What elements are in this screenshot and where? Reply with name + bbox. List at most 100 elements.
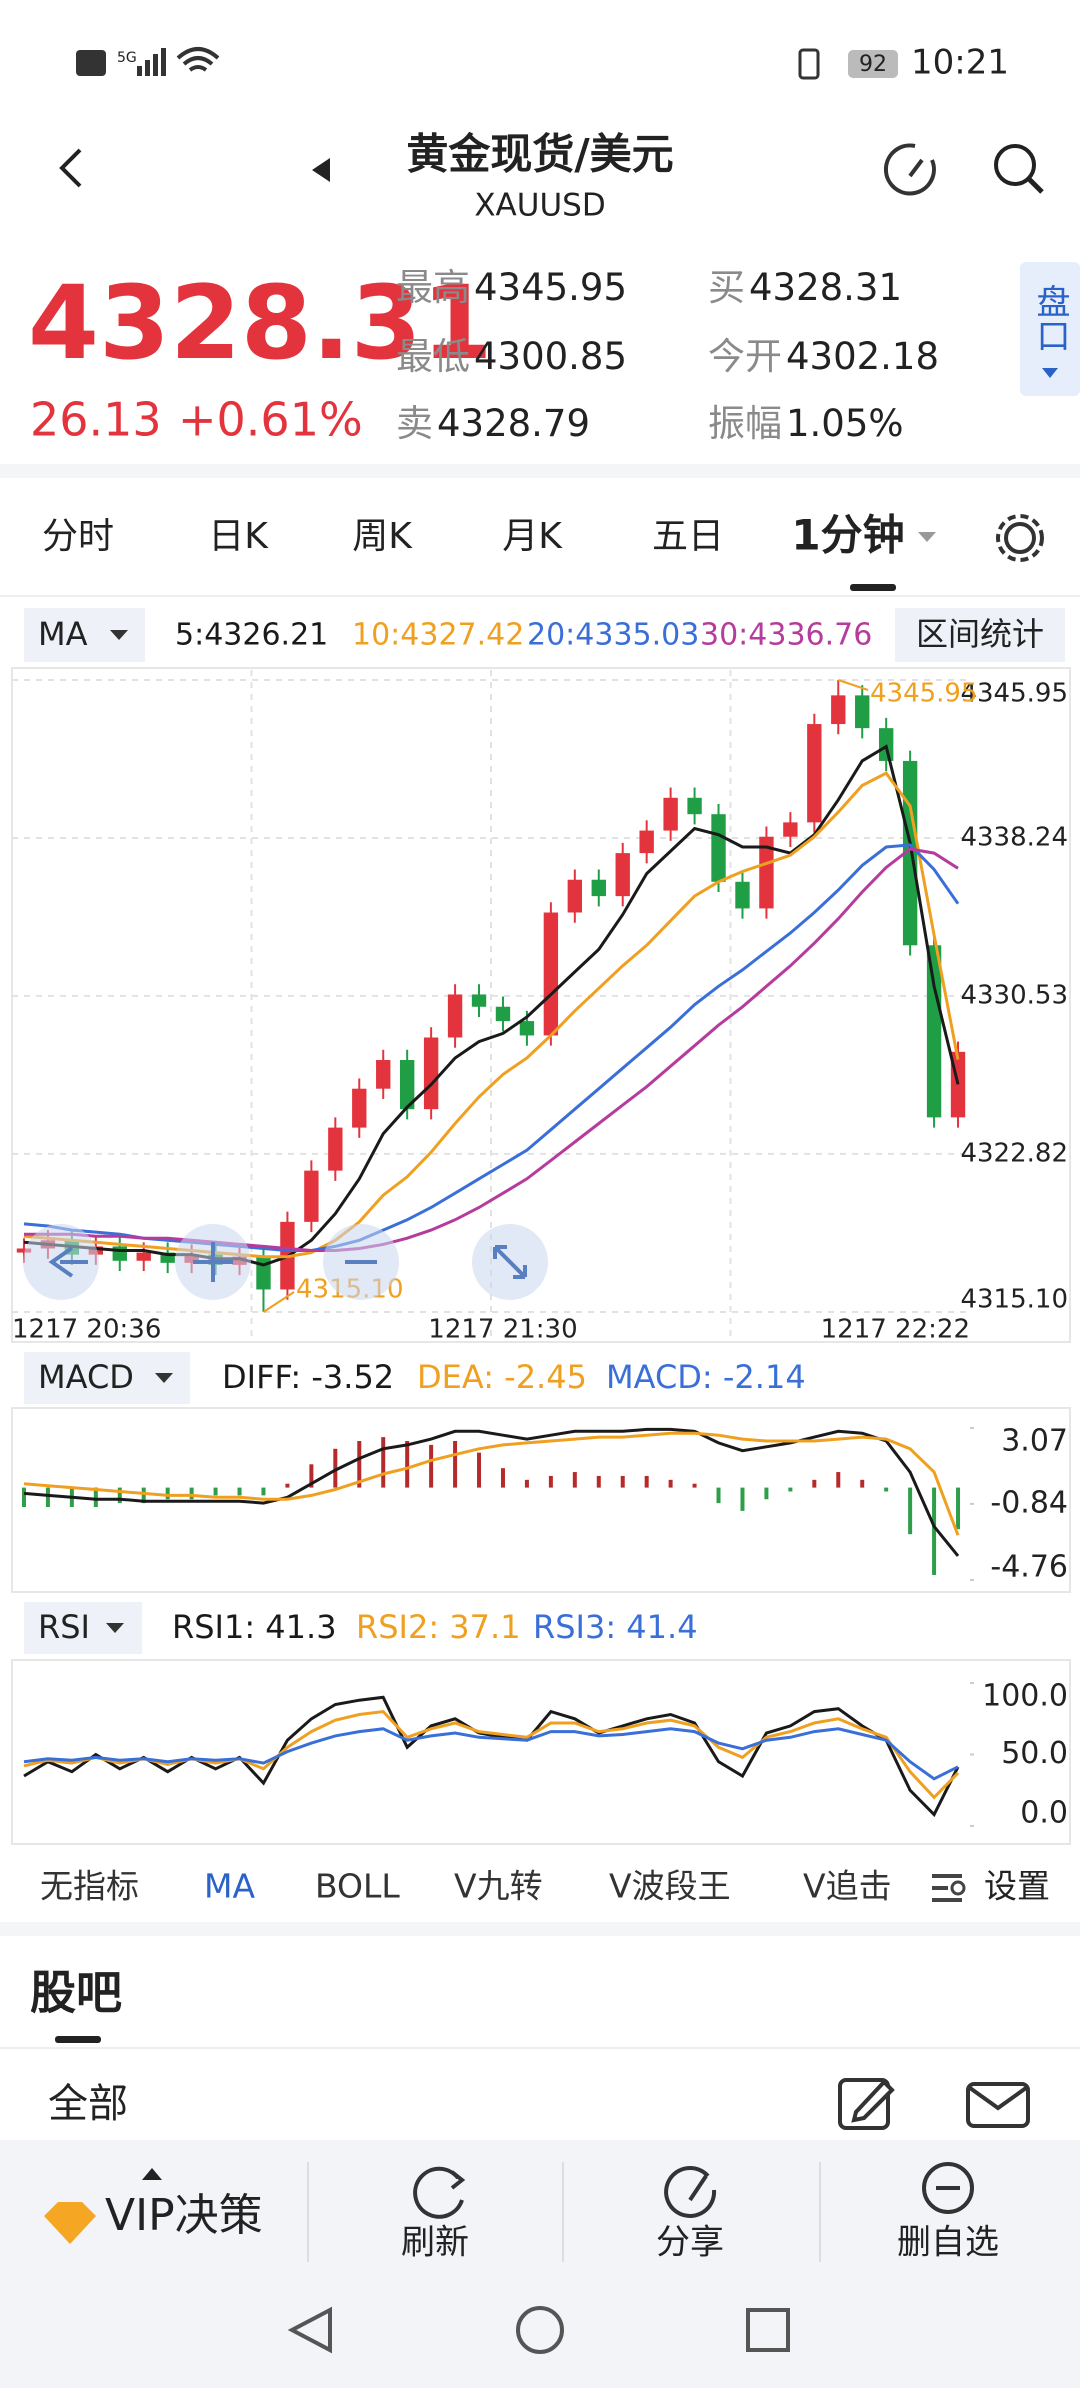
macd-bar <box>309 1464 314 1488</box>
period-tab[interactable]: 日K <box>208 516 269 557</box>
y-tick-label: 4322.82 <box>960 1138 1068 1168</box>
ma-dropdown[interactable] <box>24 608 145 662</box>
candle-body <box>687 797 702 815</box>
series-line <box>24 847 959 1252</box>
depth-button[interactable] <box>1020 262 1080 396</box>
forum-title[interactable]: 股吧 <box>30 1966 122 2020</box>
legend-entry: RSI1: 41.3 <box>172 1608 337 1646</box>
remove-icon <box>922 2162 974 2214</box>
macd-bar <box>788 1487 793 1492</box>
legend-entry: DEA: -2.45 <box>417 1358 587 1396</box>
bottom-action[interactable]: 删自选 <box>897 2223 999 2263</box>
chart: 3.07 -0.84 -4.76 DIFF: -3.52 DEA: -2.45 MACD:… <box>21 1358 1068 1585</box>
y-tick-label: 50.0 <box>1001 1736 1068 1771</box>
range-stats-button[interactable] <box>895 608 1065 662</box>
macd-bar <box>524 1479 529 1488</box>
rsi-dropdown[interactable] <box>24 1602 142 1654</box>
settings-label[interactable]: 设置 <box>984 1867 1050 1906</box>
legend-entry: DIFF: -3.52 <box>222 1358 394 1396</box>
forum-filter[interactable]: 全部 <box>48 2081 128 2127</box>
indicator-tab[interactable]: BOLL <box>315 1867 400 1906</box>
macd-bar <box>908 1487 913 1535</box>
compose-button[interactable] <box>838 2078 895 2130</box>
signal-icon <box>137 48 166 76</box>
macd-bar <box>644 1475 649 1488</box>
macd-bar <box>141 1487 146 1504</box>
y-tick-label: 3.07 <box>1001 1424 1068 1459</box>
prev-symbol[interactable] <box>312 158 330 182</box>
indicator-tab[interactable]: V九转 <box>454 1867 543 1906</box>
y-tick-label: 100.0 <box>982 1679 1068 1714</box>
candle-body <box>759 836 774 909</box>
refresh-icon <box>413 2166 466 2219</box>
period-tab[interactable]: 周K <box>352 516 413 557</box>
candle-body <box>160 1252 175 1263</box>
tool-icon <box>493 1245 527 1279</box>
settings-icon[interactable] <box>932 1874 966 1902</box>
period-tab[interactable]: 1分钟 <box>791 511 904 560</box>
caret <box>155 1373 173 1383</box>
period-tab[interactable]: 月K <box>502 516 563 557</box>
stat: 最高 4345.95 <box>396 266 627 309</box>
indicator-tab[interactable]: V追击 <box>803 1867 892 1906</box>
price-change-pct: +0.61% <box>178 393 363 447</box>
chart-settings[interactable] <box>996 514 1044 562</box>
stat-value: 4328.31 <box>749 266 902 309</box>
series-line <box>23 1427 960 1557</box>
candle-body <box>783 822 798 837</box>
refresh-button[interactable] <box>883 143 936 196</box>
battery-icon <box>848 50 898 78</box>
stat: 今开 4302.18 <box>708 335 939 378</box>
depth-label[interactable]: 盘口 <box>1030 284 1070 352</box>
macd-bar <box>596 1475 601 1488</box>
caret <box>110 630 128 640</box>
indicator-tab[interactable]: 无指标 <box>40 1867 139 1906</box>
nav-back[interactable] <box>287 2306 332 2354</box>
macd-bar <box>884 1487 889 1492</box>
macd-bar <box>117 1487 122 1504</box>
candle-body <box>376 1060 391 1089</box>
period-tab[interactable]: 五日 <box>652 516 724 557</box>
series-line <box>23 1695 960 1818</box>
macd-bar <box>477 1452 482 1488</box>
series-line <box>23 1710 960 1800</box>
low-leader <box>262 1291 295 1313</box>
macd-bar <box>45 1487 50 1508</box>
ma-indicator[interactable]: MA <box>38 615 88 653</box>
macd-bar <box>261 1487 266 1496</box>
range-stats[interactable]: 区间统计 <box>916 615 1044 653</box>
indicator-tab[interactable]: MA <box>204 1867 255 1906</box>
back-button[interactable] <box>59 148 82 188</box>
series-line <box>23 843 960 1252</box>
period-tab[interactable]: 分时 <box>42 516 114 557</box>
y-tick-label: 4330.53 <box>960 980 1068 1010</box>
bottom-action[interactable]: VIP决策 <box>105 2190 263 2241</box>
macd-bar <box>93 1487 98 1508</box>
period-tabs: 分时 日K 周K 月K 五日 1分钟 <box>42 511 936 591</box>
battery-level: 92 <box>859 52 887 77</box>
macd-bar <box>812 1479 817 1488</box>
search-button[interactable] <box>994 144 1044 194</box>
legend-entry: 30:4336.76 <box>700 618 872 653</box>
nav-recent[interactable] <box>746 2308 790 2352</box>
candle-body <box>831 695 846 725</box>
candle-body <box>328 1127 343 1171</box>
macd-bar <box>357 1441 362 1488</box>
macd-indicator[interactable]: MACD <box>38 1358 134 1396</box>
stat-label: 今开 <box>708 335 782 378</box>
macd-bar <box>860 1479 865 1488</box>
bottom-action[interactable]: 分享 <box>656 2223 724 2263</box>
rsi-indicator[interactable]: RSI <box>38 1608 90 1646</box>
indicator-tab[interactable]: V波段王 <box>609 1867 731 1906</box>
nav-home[interactable] <box>516 2306 564 2354</box>
expand-caret[interactable] <box>142 2168 162 2180</box>
candle-body <box>399 1060 415 1110</box>
candle-body <box>878 728 894 761</box>
stat-value: 1.05% <box>786 402 904 445</box>
bottom-action[interactable]: 刷新 <box>401 2223 469 2263</box>
message-button[interactable] <box>966 2082 1030 2128</box>
macd-bar <box>453 1441 458 1488</box>
